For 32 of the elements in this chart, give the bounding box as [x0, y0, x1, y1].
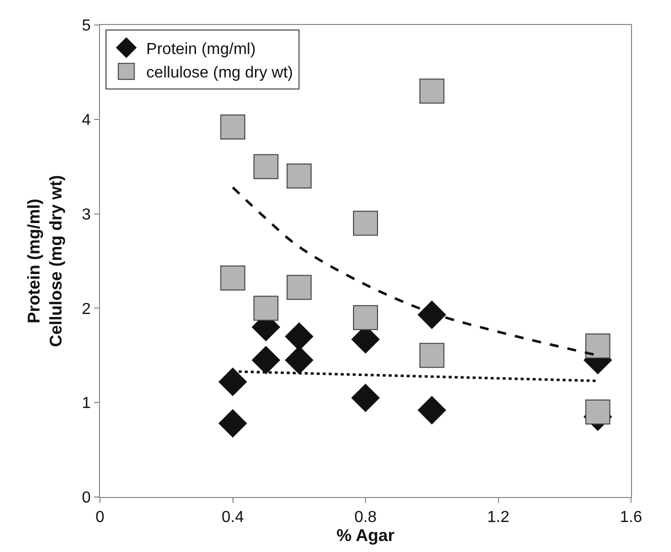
legend-label: cellulose (mg dry wt) — [146, 64, 294, 82]
point — [218, 409, 248, 438]
point — [585, 333, 610, 358]
x-tick-label: 1.6 — [620, 509, 642, 526]
point — [218, 368, 248, 396]
point — [220, 114, 246, 140]
point — [419, 342, 444, 368]
y-tick-label: 5 — [82, 18, 91, 35]
point — [351, 384, 380, 412]
x-axis-title: % Agar — [336, 526, 395, 546]
point — [253, 154, 278, 180]
point — [220, 265, 246, 290]
y-tick-label: 0 — [82, 490, 91, 507]
point — [252, 346, 280, 374]
x-tick-label: 0 — [96, 509, 105, 526]
y-tick-label: 4 — [82, 112, 91, 129]
legend-label: Protein (mg/ml) — [146, 40, 256, 58]
point — [253, 296, 278, 321]
point — [418, 396, 446, 424]
y-tick-label: 1 — [82, 395, 91, 412]
point — [353, 210, 378, 236]
point — [286, 164, 312, 189]
point — [418, 300, 446, 330]
y-tick-label: 3 — [82, 206, 91, 224]
y-tick-label: 2 — [82, 300, 91, 318]
point — [419, 78, 444, 104]
x-tick-label: 0.4 — [222, 509, 244, 526]
point — [286, 274, 312, 300]
x-tick-label: 0.8 — [354, 509, 377, 526]
x-tick-label: 1.2 — [487, 509, 510, 526]
point — [353, 305, 378, 330]
y-axis-title: Protein (mg/ml) Cellulose (mg dry wt) — [24, 175, 66, 347]
